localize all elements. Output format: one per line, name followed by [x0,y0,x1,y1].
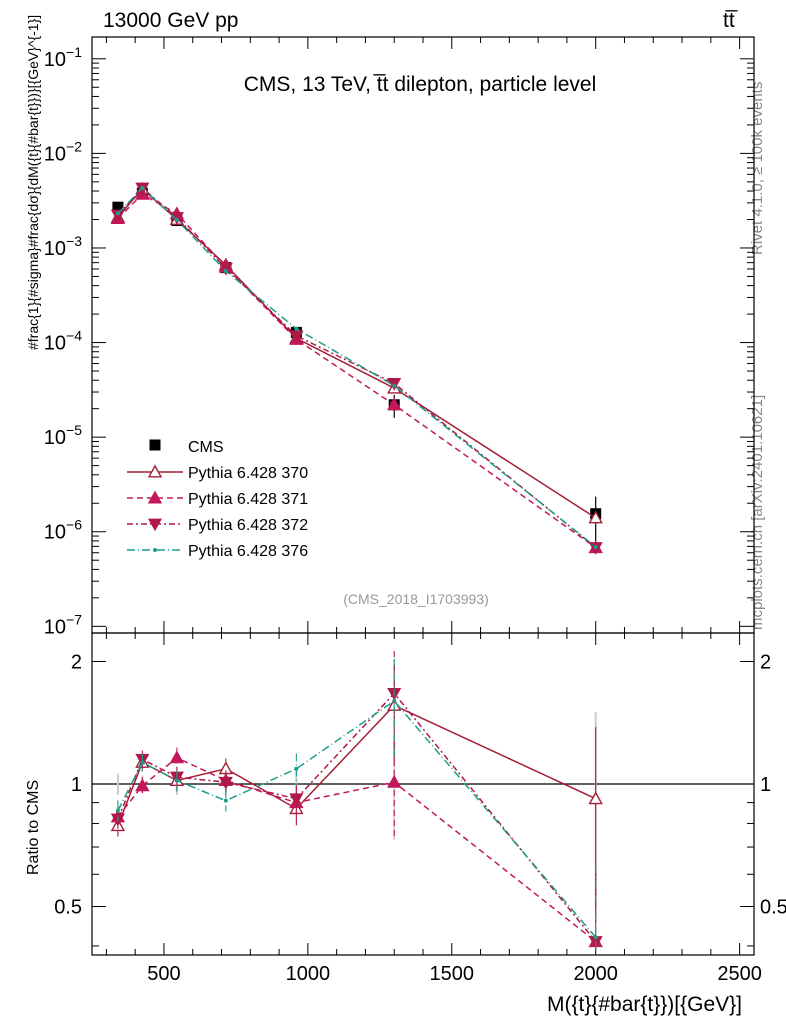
ratio-point [289,793,304,806]
legend-label-3: Pythia 6.428 376 [188,543,308,560]
ratio-series-line-2 [117,692,597,943]
series-point [223,269,228,274]
y-tick-label: 10−1 [44,44,82,71]
legend-marker-0 [147,464,163,478]
ratio-tick-label-right: 2 [760,652,771,674]
watermark: (CMS_2018_I1703993) [343,591,489,607]
legend-label-1: Pythia 6.428 371 [188,491,308,508]
ratio-point [140,760,145,765]
ratio-tick-label-right: 0.5 [760,896,786,918]
ratio-point [294,766,299,771]
header-right: tt̅ [723,9,739,32]
series-point [387,397,402,411]
data-point [112,201,124,213]
x-tick-label: 2000 [573,963,618,985]
x-axis-label: M({t}{#bar{t}})[{GeV}] [547,993,742,1016]
y-tick-label: 10−2 [44,138,82,165]
ratio-point [392,698,397,703]
series-point [588,510,603,524]
legend-marker-3 [153,548,157,552]
ratio-point [588,791,603,805]
ratio-series-line-3 [117,699,597,938]
chart-title: CMS, 13 TeV, t̅t dilepton, particle leve… [244,73,597,96]
ratio-series-line-0 [117,704,597,826]
y-tick-label: 10−3 [44,233,82,260]
series-point [294,326,299,331]
x-tick-label: 500 [147,963,180,985]
x-tick-label: 1000 [286,963,331,985]
ratio-point [218,776,233,790]
y-tick-label: 10−6 [44,517,82,544]
series-point [593,544,598,549]
legend-label-2: Pythia 6.428 372 [188,517,308,534]
ratio-tick-label-left: 1 [71,774,82,796]
ratio-point [223,798,228,803]
legend-marker-1 [147,490,163,504]
legend-label-0: Pythia 6.428 370 [188,465,308,482]
series-point [140,186,145,191]
ratio-point [169,750,185,764]
series-point [218,262,233,276]
ratio-point [115,808,120,813]
y-tick-label: 10−4 [44,328,82,355]
ratio-axis-label: Ratio to CMS [25,780,42,875]
ratio-tick-label-left: 2 [71,652,82,674]
ratio-point [135,778,150,792]
y-axis-label: #frac{1}{#sigma}#frac{dσ}{dM({t}{#bar{t}… [25,15,41,350]
series-point [115,211,120,216]
x-tick-label: 2500 [717,963,762,985]
series-point [110,209,125,223]
ratio-tick-label-left: 0.5 [54,896,82,918]
ratio-point [387,774,402,788]
series-point [174,217,179,222]
x-tick-label: 1500 [430,963,475,985]
ratio-point [593,935,598,940]
header-left: 13000 GeV pp [103,9,238,32]
ratio-frame [91,632,755,956]
y-tick-label: 10−5 [44,422,82,449]
legend-label-cms: CMS [188,439,224,456]
ratio-point [174,778,179,783]
y-tick-label: 10−7 [44,611,82,638]
ratio-tick-label-right: 1 [760,774,771,796]
series-point [289,330,304,343]
series-point [392,383,397,388]
legend-marker-cms [149,439,161,451]
legend-marker-2 [147,518,163,532]
mcplots-label: mcplots.cern.ch [arXiv:2401.10621] [749,395,766,630]
